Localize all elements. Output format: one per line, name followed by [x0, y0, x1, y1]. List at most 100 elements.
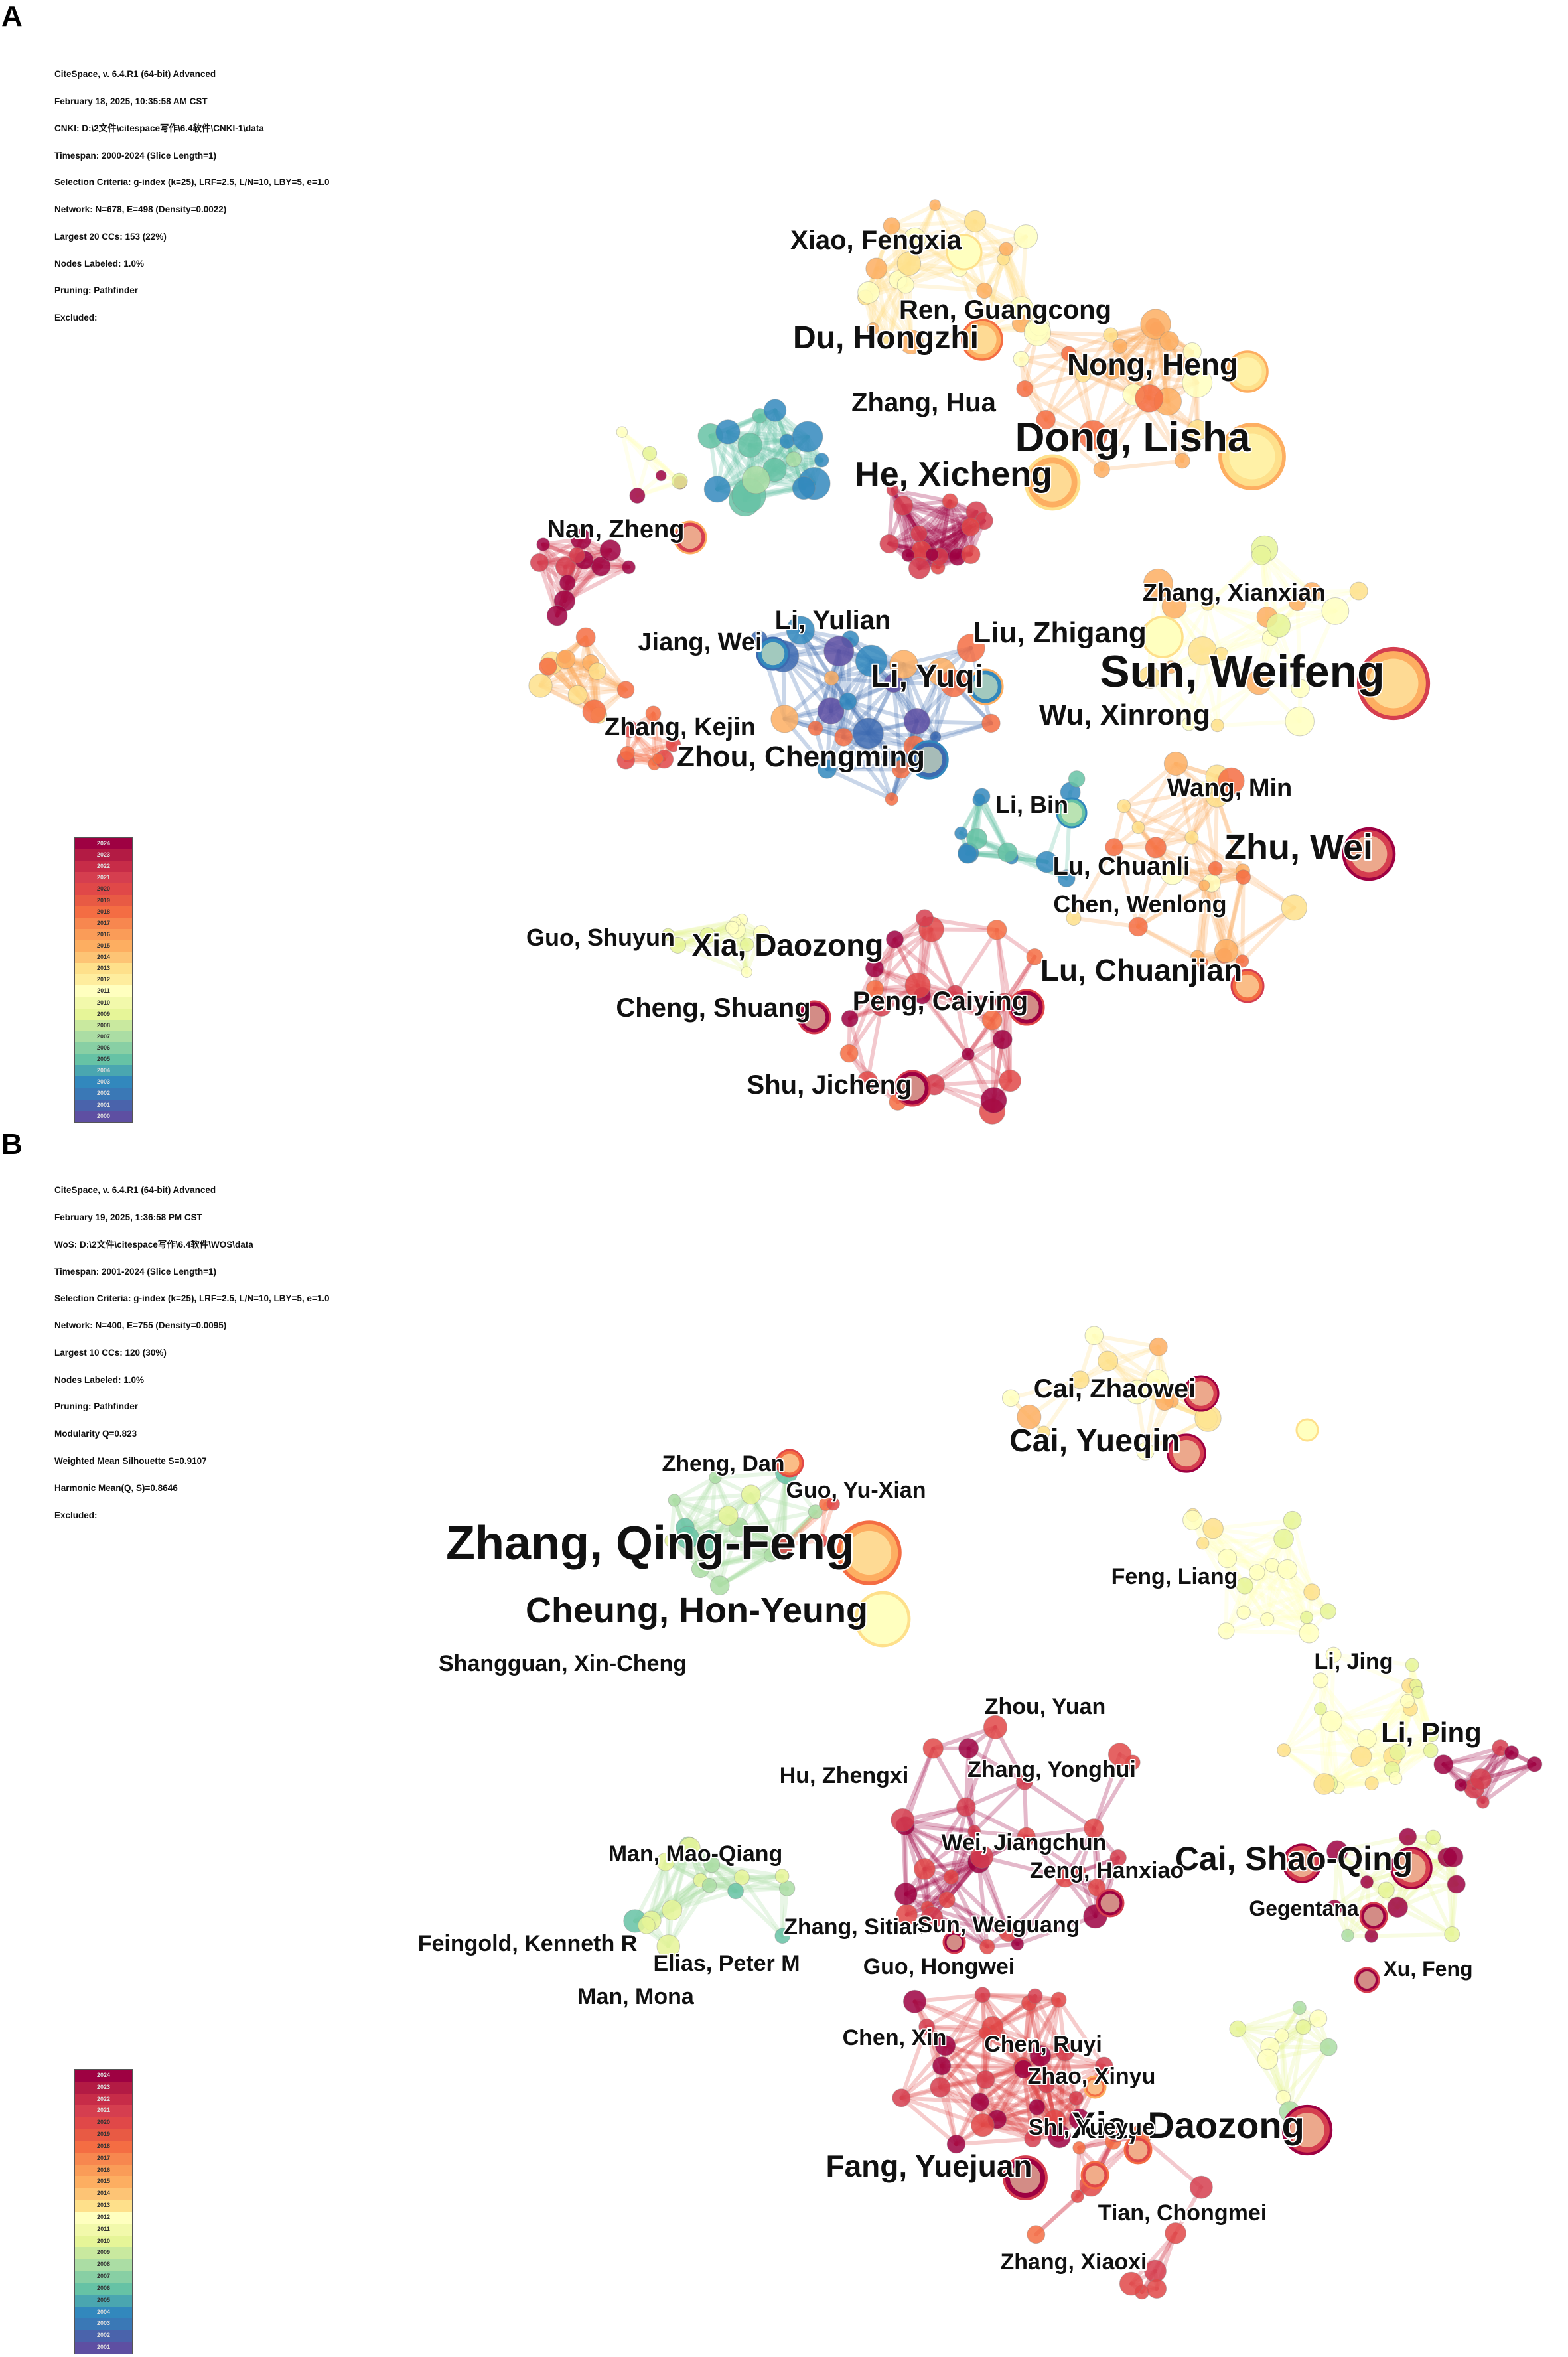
coauthor-link — [1287, 2025, 1305, 2114]
author-node — [763, 1548, 778, 1563]
coauthor-link — [886, 277, 900, 344]
coauthor-link — [943, 2043, 1025, 2068]
coauthor-link — [940, 2064, 985, 2127]
author-node — [913, 1858, 936, 1881]
author-node — [1013, 350, 1029, 368]
coauthor-link — [1092, 1760, 1135, 1831]
author-node — [1001, 1389, 1020, 1407]
coauthor-link — [1213, 794, 1219, 871]
coauthor-link — [891, 681, 916, 749]
coauthor-link — [1268, 636, 1303, 691]
author-node — [1024, 2130, 1042, 2148]
author-node — [946, 985, 964, 1003]
author-node — [808, 720, 823, 736]
coauthor-link — [917, 525, 973, 571]
coauthor-link — [1445, 1855, 1455, 1936]
author-node — [779, 433, 795, 449]
coauthor-link — [1136, 924, 1200, 959]
coauthor-link — [1415, 1690, 1433, 1753]
coauthor-link — [903, 1823, 954, 1879]
author-node — [1011, 1937, 1025, 1951]
author-node — [1070, 1370, 1090, 1390]
coauthor-link — [949, 1829, 977, 1879]
coauthor-link — [1092, 1826, 1099, 1890]
coauthor-link — [1044, 372, 1085, 422]
coauthor-link — [1329, 1719, 1374, 1786]
author-hub-core — [952, 240, 977, 265]
author-node — [1131, 821, 1145, 835]
coauthor-link — [717, 1553, 773, 1588]
author-node — [1423, 1743, 1439, 1758]
author-node — [1300, 1610, 1313, 1624]
author-node — [954, 826, 968, 841]
author-node — [938, 1891, 956, 1908]
coauthor-link — [736, 1470, 789, 1530]
coauthor-link — [670, 1875, 744, 1912]
coauthor-link — [863, 295, 891, 344]
node-label: Wu, Xinrong — [1039, 699, 1210, 731]
coauthor-link — [1322, 1719, 1334, 1786]
author-node — [971, 2113, 995, 2137]
author-node — [1350, 1745, 1372, 1767]
author-node — [1181, 717, 1196, 731]
legend-year: 2023 — [75, 849, 132, 861]
legend-year: 2016 — [75, 928, 132, 940]
author-node — [1320, 1603, 1336, 1620]
author-node — [662, 928, 675, 941]
author-node — [967, 1824, 981, 1839]
coauthor-link — [739, 1875, 785, 1938]
author-hub-core — [847, 1530, 892, 1575]
author-node — [1072, 1864, 1086, 1878]
author-node — [922, 1738, 944, 1759]
node-label: Jiang, Wei — [638, 628, 762, 656]
author-node — [1128, 916, 1148, 937]
author-node — [1196, 1536, 1210, 1550]
node-label: Hu, Zhengxi — [780, 1763, 909, 1788]
author-node — [1349, 581, 1368, 601]
author-node — [770, 705, 799, 733]
coauthor-link — [943, 2043, 982, 2104]
node-label: Zhao, Xinyu — [1028, 2064, 1156, 2089]
legend-year: 2004 — [75, 2306, 132, 2319]
coauthor-link — [1009, 1378, 1082, 1400]
coauthor-link — [1281, 2025, 1305, 2100]
coauthor-link — [903, 1823, 981, 1864]
coauthor-link — [874, 266, 914, 344]
author-node — [1387, 1896, 1409, 1918]
coauthor-link — [1186, 652, 1224, 726]
coauthor-link — [1189, 835, 1206, 888]
coauthor-link — [1236, 2005, 1302, 2031]
labels-a: Xiao, Fengxia Ren, Guangcong Du, Hongzhi… — [525, 224, 1386, 1101]
author-hub-core — [1229, 433, 1275, 480]
author-hub-core — [915, 746, 943, 774]
coauthor-link — [1370, 1749, 1433, 1786]
meta-line: Selection Criteria: g-index (k=25), LRF=… — [54, 177, 330, 188]
author-hub-core — [802, 1005, 826, 1029]
author-node — [1084, 1326, 1104, 1346]
author-node — [1201, 597, 1214, 611]
coauthor-link — [1136, 883, 1206, 929]
author-node — [1078, 419, 1108, 450]
author-node — [885, 792, 898, 806]
coauthor-link — [948, 499, 960, 559]
coauthor-link — [948, 499, 973, 557]
author-node — [1103, 327, 1119, 343]
coauthor-link — [1236, 2025, 1305, 2031]
author-node — [857, 281, 880, 304]
author-hub-core — [1033, 463, 1072, 502]
coauthor-link — [977, 2100, 1039, 2109]
author-node — [668, 1494, 681, 1507]
author-node — [855, 644, 888, 678]
meta-line: Pruning: Pathfinder — [54, 285, 138, 296]
coauthor-link — [1281, 1678, 1323, 1752]
coauthor-link — [1110, 350, 1194, 373]
coauthor-link — [748, 1492, 818, 1514]
node-label: Guo, Shuyun — [526, 924, 675, 951]
coauthor-link — [698, 1553, 773, 1571]
node-label: Zhu, Wei — [1224, 827, 1373, 867]
author-node — [1015, 1772, 1033, 1790]
author-node — [1013, 224, 1038, 249]
author-node — [1105, 838, 1123, 857]
node-label: Cheung, Hon-Yeung — [526, 1591, 868, 1630]
coauthor-link — [1287, 2045, 1331, 2114]
